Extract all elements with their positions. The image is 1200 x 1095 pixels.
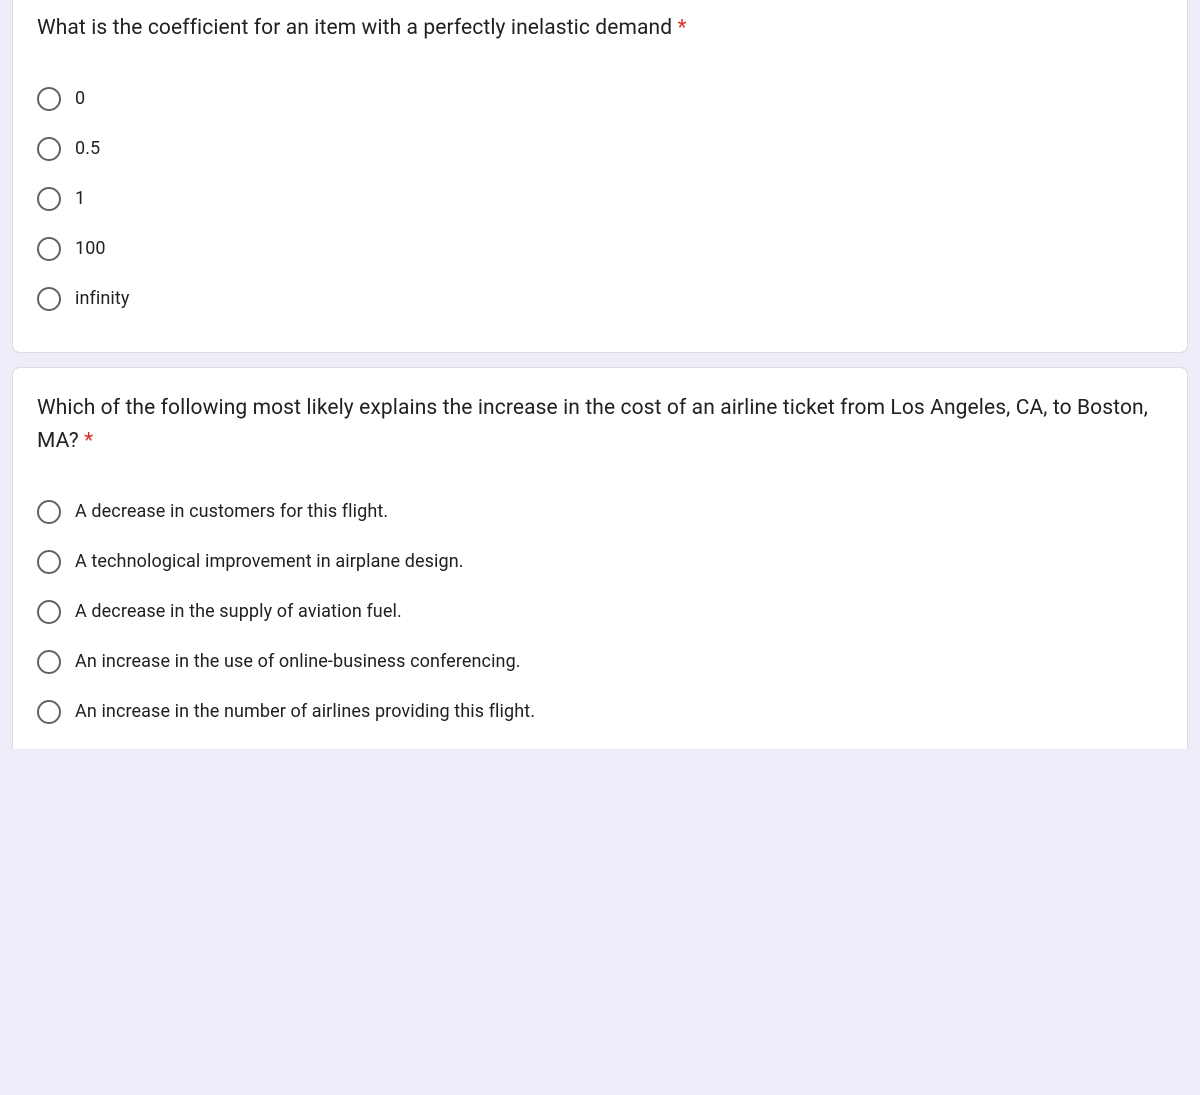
radio-icon <box>37 700 61 724</box>
option-label: A decrease in the supply of aviation fue… <box>75 601 402 622</box>
question-text: Which of the following most likely expla… <box>37 396 1148 454</box>
question-title: Which of the following most likely expla… <box>37 392 1163 459</box>
radio-option[interactable]: infinity <box>37 274 1163 324</box>
question-card-1: What is the coefficient for an item with… <box>12 0 1188 353</box>
radio-icon <box>37 87 61 111</box>
options-group: A decrease in customers for this flight.… <box>37 487 1163 737</box>
radio-icon <box>37 137 61 161</box>
option-label: A decrease in customers for this flight. <box>75 501 388 522</box>
option-label: 1 <box>75 188 85 209</box>
radio-icon <box>37 500 61 524</box>
question-card-2: Which of the following most likely expla… <box>12 367 1188 749</box>
option-label: infinity <box>75 288 129 309</box>
options-group: 0 0.5 1 100 infinity <box>37 74 1163 324</box>
radio-icon <box>37 237 61 261</box>
radio-option[interactable]: An increase in the use of online-busines… <box>37 637 1163 687</box>
required-asterisk: * <box>84 429 93 453</box>
option-label: An increase in the number of airlines pr… <box>75 701 535 722</box>
radio-option[interactable]: 0.5 <box>37 124 1163 174</box>
radio-icon <box>37 287 61 311</box>
radio-option[interactable]: An increase in the number of airlines pr… <box>37 687 1163 737</box>
radio-option[interactable]: 0 <box>37 74 1163 124</box>
radio-option[interactable]: 100 <box>37 224 1163 274</box>
radio-icon <box>37 650 61 674</box>
question-text: What is the coefficient for an item with… <box>37 16 672 40</box>
radio-option[interactable]: 1 <box>37 174 1163 224</box>
radio-icon <box>37 550 61 574</box>
radio-option[interactable]: A decrease in customers for this flight. <box>37 487 1163 537</box>
question-title: What is the coefficient for an item with… <box>37 12 1163 46</box>
required-asterisk: * <box>677 16 686 40</box>
option-label: An increase in the use of online-busines… <box>75 651 521 672</box>
option-label: 100 <box>75 238 106 259</box>
option-label: 0.5 <box>75 138 100 159</box>
radio-icon <box>37 187 61 211</box>
option-label: 0 <box>75 88 85 109</box>
radio-option[interactable]: A technological improvement in airplane … <box>37 537 1163 587</box>
radio-option[interactable]: A decrease in the supply of aviation fue… <box>37 587 1163 637</box>
option-label: A technological improvement in airplane … <box>75 551 464 572</box>
radio-icon <box>37 600 61 624</box>
